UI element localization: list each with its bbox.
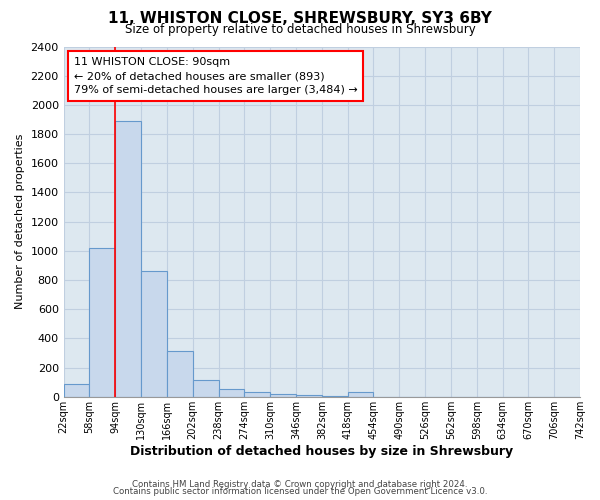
Bar bbox=[270, 394, 296, 397]
Text: Contains public sector information licensed under the Open Government Licence v3: Contains public sector information licen… bbox=[113, 487, 487, 496]
Text: Contains HM Land Registry data © Crown copyright and database right 2024.: Contains HM Land Registry data © Crown c… bbox=[132, 480, 468, 489]
Bar bbox=[347, 392, 373, 397]
Bar bbox=[64, 384, 89, 397]
Text: 11, WHISTON CLOSE, SHREWSBURY, SY3 6BY: 11, WHISTON CLOSE, SHREWSBURY, SY3 6BY bbox=[108, 11, 492, 26]
X-axis label: Distribution of detached houses by size in Shrewsbury: Distribution of detached houses by size … bbox=[130, 444, 514, 458]
Bar bbox=[167, 351, 193, 397]
Text: 11 WHISTON CLOSE: 90sqm
← 20% of detached houses are smaller (893)
79% of semi-d: 11 WHISTON CLOSE: 90sqm ← 20% of detache… bbox=[74, 57, 358, 95]
Bar bbox=[296, 396, 322, 397]
Text: Size of property relative to detached houses in Shrewsbury: Size of property relative to detached ho… bbox=[125, 23, 475, 36]
Bar bbox=[322, 396, 347, 397]
Bar bbox=[115, 121, 141, 397]
Y-axis label: Number of detached properties: Number of detached properties bbox=[15, 134, 25, 310]
Bar bbox=[244, 392, 270, 397]
Bar bbox=[218, 389, 244, 397]
Bar bbox=[141, 272, 167, 397]
Bar bbox=[193, 380, 218, 397]
Bar bbox=[89, 248, 115, 397]
